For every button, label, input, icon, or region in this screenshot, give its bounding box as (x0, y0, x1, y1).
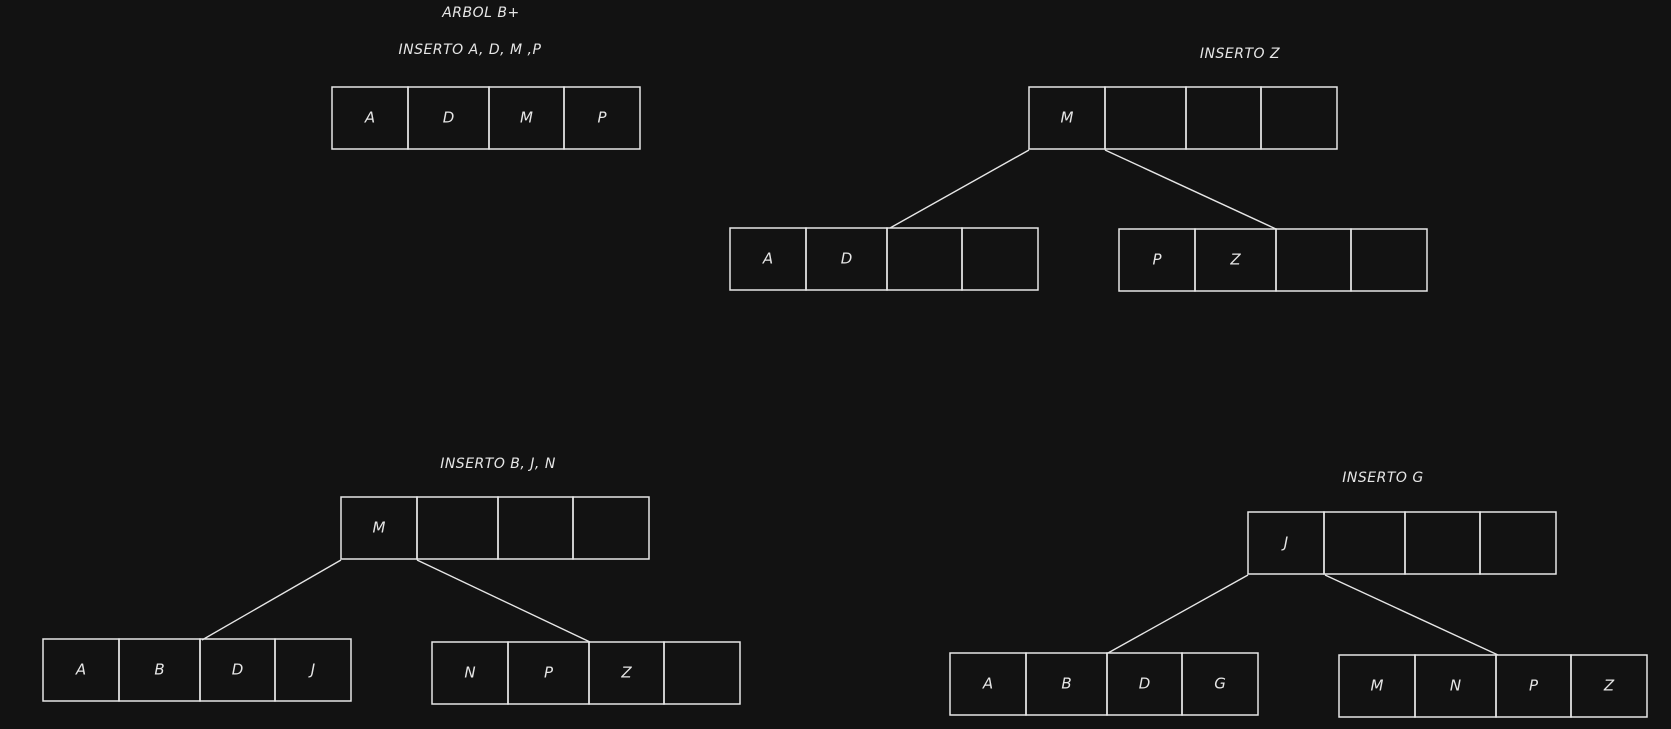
step-4-right-node-key-4: Z (1603, 677, 1615, 695)
step-2-root-node-key-1: M (1061, 109, 1074, 127)
step-2-root-node: M (1028, 86, 1338, 150)
tree-edges (201, 149, 1499, 656)
step-4-root-node-cell-3 (1404, 511, 1481, 575)
step-2-right-node-cell-4 (1350, 228, 1428, 292)
step-2-left-node-key-1: A (762, 250, 773, 268)
step-3-root-node-cell-4 (572, 496, 650, 560)
step-3-right-node-key-2: P (544, 664, 554, 682)
step-2-left-node-cell-3 (886, 227, 963, 291)
step-3-left-node-cell-4 (274, 638, 352, 702)
step-2-root-node-cell-4 (1260, 86, 1338, 150)
step-4-label: INSERTO G (1342, 470, 1423, 486)
step-3-right-node-key-1: N (464, 664, 475, 682)
step-4-right-node-key-3: P (1529, 677, 1539, 695)
edge-step-2-right (1104, 149, 1277, 230)
step-2-label: INSERTO Z (1200, 46, 1280, 62)
tree-nodes: A D M P MA D P ZMA B D J N P ZJA B D G M N P Z (42, 86, 1648, 718)
step-4-left-node-key-4: G (1214, 675, 1226, 693)
step-1-root-node-key-1: A (364, 109, 375, 127)
step-4-root-node-cell-2 (1323, 511, 1406, 575)
edge-step-3-left (201, 559, 342, 641)
step-2-left-node-key-2: D (841, 250, 853, 268)
edge-step-2-left (889, 149, 1030, 229)
step-1-root-node-cell-4 (563, 86, 641, 150)
step-1-root-node-key-4: P (597, 109, 607, 127)
step-4-root-node: J (1247, 511, 1557, 575)
step-4-left-node-key-1: A (982, 675, 993, 693)
step-3-right-node-cell-4 (663, 641, 741, 705)
step-1-root-node-key-2: D (443, 109, 455, 127)
step-3-root-node-cell-3 (497, 496, 574, 560)
step-3-left-node-key-2: B (154, 661, 164, 679)
step-1-root-node-key-3: M (520, 109, 533, 127)
edge-step-4-left (1107, 574, 1249, 654)
step-3-left-node-key-3: D (232, 661, 244, 679)
step-1-label: INSERTO A, D, M ,P (399, 42, 542, 58)
step-4-right-node-key-1: M (1371, 677, 1384, 695)
step-2-root-node-cell-2 (1104, 86, 1187, 150)
step-2-left-node-cell-4 (961, 227, 1039, 291)
step-4-root-node-cell-4 (1479, 511, 1557, 575)
step-4-left-node-key-2: B (1061, 675, 1071, 693)
step-3-root-node-cell-2 (416, 496, 499, 560)
step-2-right-node-key-1: P (1152, 251, 1162, 269)
step-4-right-node-key-2: N (1450, 677, 1461, 695)
step-3-root-node: M (340, 496, 650, 560)
edge-step-4-right (1324, 574, 1499, 656)
step-2-right-node-cell-3 (1275, 228, 1352, 292)
step-4-right-node-cell-4 (1570, 654, 1648, 718)
step-4-root-node-key-1: J (1281, 534, 1288, 552)
step-2-right-node-key-2: Z (1229, 251, 1241, 269)
step-3-root-node-key-1: M (373, 519, 386, 537)
step-2-root-node-cell-3 (1185, 86, 1262, 150)
step-3-right-node-key-3: Z (620, 664, 632, 682)
step-4-left-node-cell-4 (1181, 652, 1259, 716)
diagram-title: ARBOL B+ (441, 5, 520, 21)
step-3-label: INSERTO B, J, N (440, 456, 556, 472)
step-3-left-node-key-4: J (308, 661, 315, 679)
edge-step-3-right (416, 559, 591, 643)
step-4-left-node-key-3: D (1139, 675, 1151, 693)
step-3-left-node-key-1: A (75, 661, 86, 679)
